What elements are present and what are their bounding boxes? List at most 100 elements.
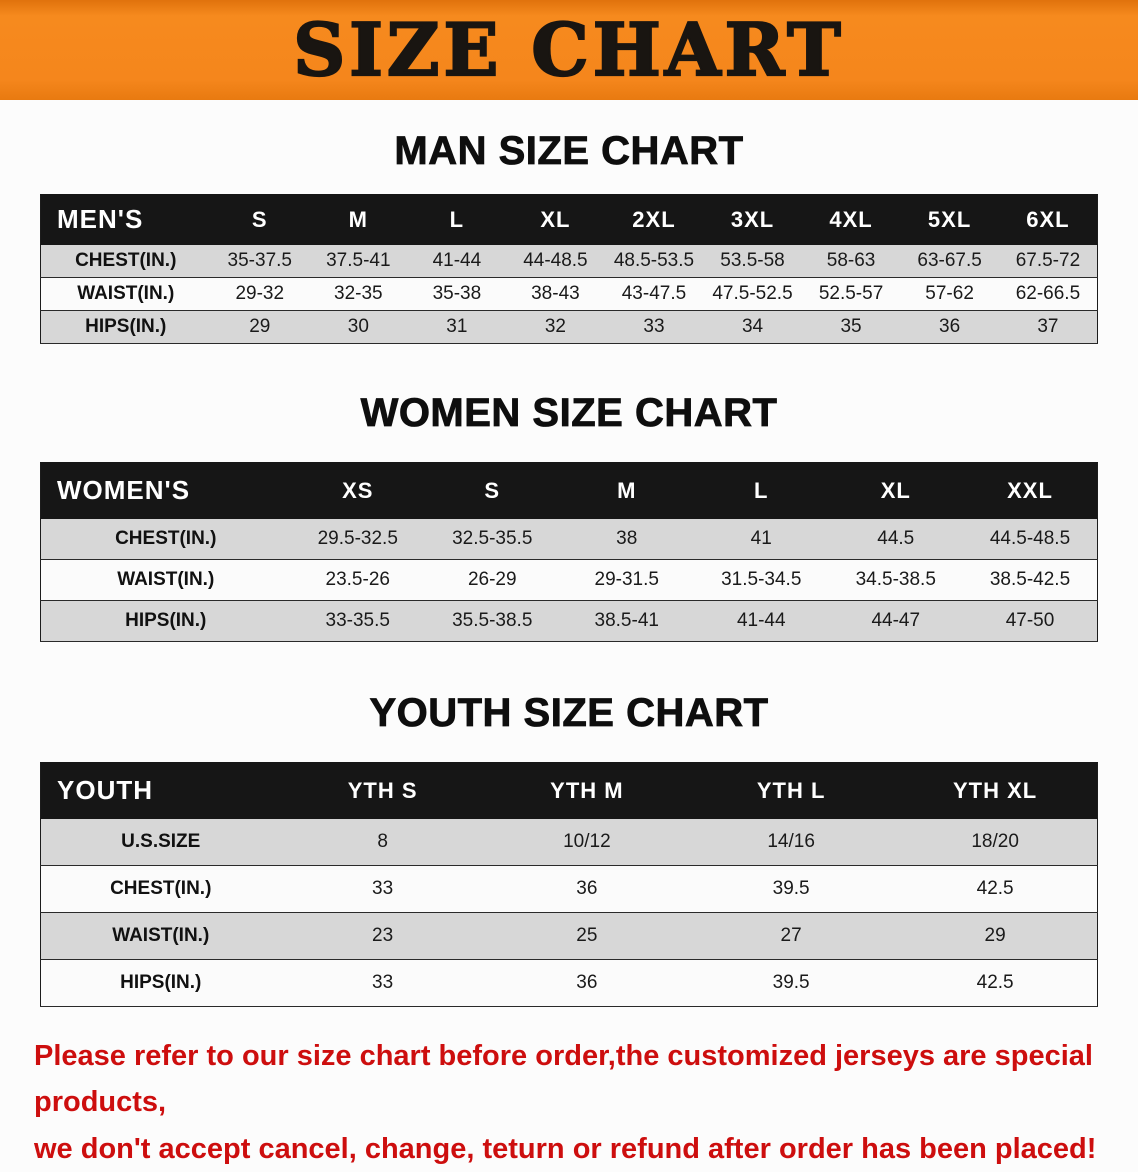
measurement-value-cell: 29 (893, 912, 1098, 960)
measurement-value-cell: 10/12 (484, 818, 689, 866)
measurement-value-cell: 39.5 (689, 959, 894, 1007)
measurement-value-cell: 36 (900, 310, 999, 344)
measurement-value-cell: 34.5-38.5 (828, 559, 963, 601)
measurement-label-cell: HIPS(IN.) (40, 959, 281, 1007)
measurement-value-cell: 47.5-52.5 (703, 277, 802, 311)
measurement-value-cell: 34 (703, 310, 802, 344)
measurement-value-cell: 42.5 (893, 959, 1098, 1007)
measurement-label-cell: CHEST(IN.) (40, 244, 211, 278)
size-header-cell: XL (506, 194, 605, 245)
measurement-value-cell: 33 (280, 865, 485, 913)
disclaimer-line-1: Please refer to our size chart before or… (34, 1040, 1093, 1119)
measurement-value-cell: 38.5-41 (559, 600, 694, 642)
measurement-value-cell: 18/20 (893, 818, 1098, 866)
measurement-value-cell: 43-47.5 (604, 277, 704, 311)
women-size-section: WOMEN SIZE CHART WOMEN'S XS S M L XL XXL CHEST(… (0, 390, 1138, 642)
measurement-value-cell: 44-47 (828, 600, 963, 642)
measurement-value-cell: 38 (559, 518, 694, 560)
youth-section-heading: YOUTH SIZE CHART (369, 691, 769, 736)
measurement-value-cell: 44.5-48.5 (963, 518, 1098, 560)
size-header-cell: YTH L (689, 762, 894, 819)
measurement-value-cell: 41-44 (694, 600, 829, 642)
measurement-label-cell: WAIST(IN.) (40, 912, 281, 960)
size-header-cell: S (210, 194, 310, 245)
measurement-value-cell: 36 (484, 865, 689, 913)
measurement-label-cell: WAIST(IN.) (40, 559, 291, 601)
table-row: CHEST(IN.) 33 36 39.5 42.5 (40, 865, 1098, 913)
measurement-label-cell: WAIST(IN.) (40, 277, 211, 311)
table-row: CHEST(IN.) 29.5-32.5 32.5-35.5 38 41 44.5 44.5… (40, 518, 1098, 560)
size-header-cell: YTH M (484, 762, 689, 819)
measurement-value-cell: 29-31.5 (559, 559, 694, 601)
measurement-value-cell: 29.5-32.5 (290, 518, 425, 560)
measurement-value-cell: 62-66.5 (998, 277, 1098, 311)
disclaimer-line-2: we don't accept cancel, change, teturn o… (34, 1132, 1097, 1165)
measurement-value-cell: 31 (407, 310, 507, 344)
size-header-cell: L (407, 194, 507, 245)
measurement-value-cell: 30 (309, 310, 408, 344)
measurement-value-cell: 35-38 (407, 277, 507, 311)
measurement-value-cell: 52.5-57 (801, 277, 901, 311)
men-section-heading: MAN SIZE CHART (394, 129, 744, 174)
women-size-table: WOMEN'S XS S M L XL XXL CHEST(IN.) 29.5-32.5 32.5… (40, 462, 1098, 642)
size-header-cell: 5XL (900, 194, 999, 245)
size-header-cell: S (425, 462, 560, 519)
measurement-value-cell: 8 (280, 818, 485, 866)
measurement-value-cell: 14/16 (689, 818, 894, 866)
size-header-cell: 4XL (801, 194, 901, 245)
measurement-value-cell: 31.5-34.5 (694, 559, 829, 601)
measurement-value-cell: 37.5-41 (309, 244, 408, 278)
measurement-value-cell: 58-63 (801, 244, 901, 278)
table-row: CHEST(IN.) 35-37.5 37.5-41 41-44 44-48.5 48.5… (40, 244, 1098, 278)
size-header-cell: YTH S (280, 762, 485, 819)
size-header-cell: XL (828, 462, 963, 519)
measurement-value-cell: 47-50 (963, 600, 1098, 642)
measurement-value-cell: 35-37.5 (210, 244, 310, 278)
measurement-value-cell: 53.5-58 (703, 244, 802, 278)
size-header-cell: YTH XL (893, 762, 1098, 819)
measurement-value-cell: 44-48.5 (506, 244, 605, 278)
women-section-heading: WOMEN SIZE CHART (360, 391, 778, 436)
youth-size-table: YOUTH YTH S YTH M YTH L YTH XL U.S.SIZE 8 10/12… (40, 762, 1098, 1007)
measurement-label-cell: CHEST(IN.) (40, 518, 291, 560)
measurement-value-cell: 33 (604, 310, 704, 344)
order-disclaimer: Please refer to our size chart before or… (34, 1033, 1104, 1172)
size-header-cell: M (559, 462, 694, 519)
measurement-value-cell: 41 (694, 518, 829, 560)
measurement-label-cell: HIPS(IN.) (40, 310, 211, 344)
table-header-row: MEN'S S M L XL 2XL 3XL 4XL 5XL 6XL (40, 194, 1098, 245)
table-header-row: YOUTH YTH S YTH M YTH L YTH XL (40, 762, 1098, 819)
banner: SIZE CHART (0, 0, 1138, 100)
measurement-value-cell: 42.5 (893, 865, 1098, 913)
measurement-label-cell: U.S.SIZE (40, 818, 281, 866)
measurement-value-cell: 41-44 (407, 244, 507, 278)
table-title-cell: YOUTH (40, 762, 281, 819)
measurement-value-cell: 32 (506, 310, 605, 344)
men-size-section: MAN SIZE CHART MEN'S S M L XL 2XL 3XL 4XL 5XL 6XL… (0, 128, 1138, 344)
measurement-value-cell: 44.5 (828, 518, 963, 560)
measurement-value-cell: 63-67.5 (900, 244, 999, 278)
table-row: HIPS(IN.) 29 30 31 32 33 34 35 36 37 (40, 310, 1098, 344)
measurement-value-cell: 39.5 (689, 865, 894, 913)
measurement-value-cell: 32.5-35.5 (425, 518, 560, 560)
table-row: U.S.SIZE 8 10/12 14/16 18/20 (40, 818, 1098, 866)
table-row: WAIST(IN.) 29-32 32-35 35-38 38-43 43-47.5 47.… (40, 277, 1098, 311)
measurement-value-cell: 29-32 (210, 277, 310, 311)
measurement-value-cell: 29 (210, 310, 310, 344)
measurement-value-cell: 67.5-72 (998, 244, 1098, 278)
measurement-value-cell: 36 (484, 959, 689, 1007)
table-title-cell: MEN'S (40, 194, 211, 245)
measurement-value-cell: 23.5-26 (290, 559, 425, 601)
size-header-cell: XXL (963, 462, 1098, 519)
measurement-value-cell: 25 (484, 912, 689, 960)
size-header-cell: XS (290, 462, 425, 519)
measurement-value-cell: 38-43 (506, 277, 605, 311)
table-row: WAIST(IN.) 23.5-26 26-29 29-31.5 31.5-34.5 34… (40, 559, 1098, 601)
page-title: SIZE CHART (292, 7, 845, 92)
size-header-cell: M (309, 194, 408, 245)
measurement-value-cell: 32-35 (309, 277, 408, 311)
table-title-cell: WOMEN'S (40, 462, 291, 519)
measurement-value-cell: 35.5-38.5 (425, 600, 560, 642)
size-header-cell: L (694, 462, 829, 519)
